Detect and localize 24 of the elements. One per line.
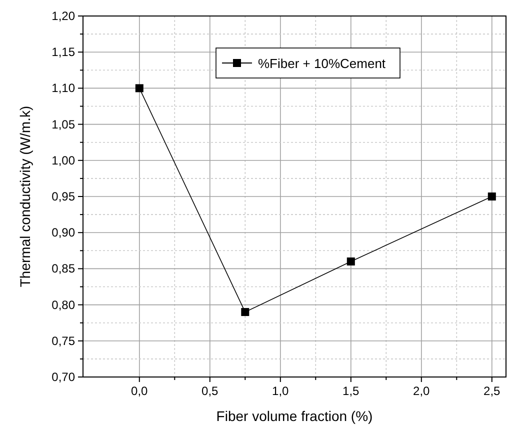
y-tick-label: 1,20 <box>52 9 76 23</box>
point <box>241 308 250 316</box>
y-tick-label: 1,05 <box>52 117 76 132</box>
y-axis-title: Thermal conductivity (W/m.k) <box>17 106 33 288</box>
x-tick-label: 0,5 <box>202 384 219 398</box>
x-tick-label: 2,5 <box>484 384 501 398</box>
y-tick-label: 0,85 <box>52 262 76 276</box>
point <box>346 257 355 266</box>
y-tick-label: 1,10 <box>52 81 76 96</box>
x-tick-label: 1,0 <box>272 384 290 398</box>
x-axis-title: Fiber volume fraction (%) <box>216 408 373 424</box>
x-tick-label: 0,0 <box>131 384 148 398</box>
y-tick-label: 0,75 <box>52 334 76 348</box>
y-tick-label: 0,80 <box>52 298 76 312</box>
y-tick-label: 0,95 <box>52 190 76 204</box>
y-tick-label: 0,90 <box>52 226 76 240</box>
y-tick-label: 0,70 <box>52 370 76 384</box>
x-tick-label: 2,0 <box>413 384 430 398</box>
y-tick-label: 1,00 <box>52 153 76 168</box>
y-tick-label: 1,15 <box>52 45 76 60</box>
point <box>135 84 144 92</box>
legend-label: %Fiber + 10%Cement <box>258 56 386 71</box>
point <box>488 192 496 200</box>
x-tick-label: 1,5 <box>342 384 360 398</box>
